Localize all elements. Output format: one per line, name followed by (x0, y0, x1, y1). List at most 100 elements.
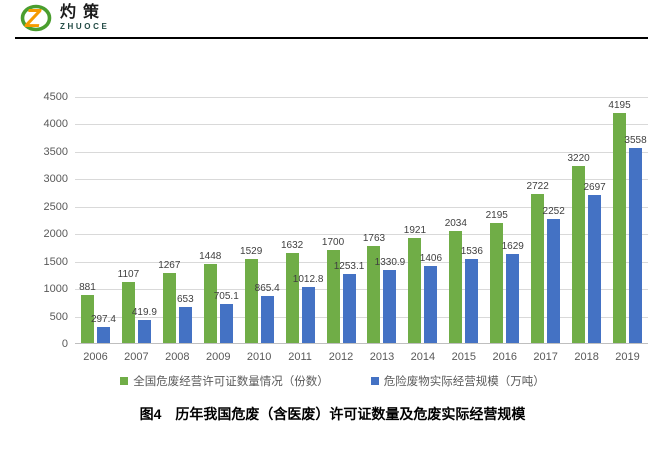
bar-scale-2013 (383, 269, 397, 343)
bar-value-label-permits-2009: 1448 (199, 250, 222, 262)
y-axis-label-500: 500 (49, 310, 68, 323)
bar-value-label-scale-2006: 297.4 (90, 313, 116, 325)
gridline-1500 (75, 261, 648, 263)
bar-value-label-scale-2015: 1536 (460, 245, 483, 257)
gridline-2500 (75, 206, 648, 208)
x-axis-label-2015: 2015 (451, 351, 477, 363)
bar-value-label-scale-2007: 419.9 (131, 306, 157, 318)
bar-value-label-permits-2018: 3220 (567, 153, 590, 165)
bar-chart-plot-area: 881 297.4 1107 419.9 1267 653 1448 705.1 1529 865… (75, 97, 648, 344)
x-axis: 2006 2007 2008 2009 2010 2011 2012 2013 2014 2015… (75, 351, 648, 365)
bar-value-label-scale-2013: 1330.9 (374, 256, 406, 268)
bar-permits-2008 (162, 273, 176, 343)
bar-value-label-scale-2008: 653 (176, 294, 194, 306)
x-axis-label-2010: 2010 (246, 351, 272, 363)
bar-value-label-permits-2011: 1632 (280, 240, 304, 252)
y-axis-label-3000: 3000 (43, 173, 68, 186)
bar-value-label-scale-2010: 865.4 (254, 282, 280, 294)
bar-value-label-permits-2019: 4195 (608, 99, 631, 111)
y-axis-label-0: 0 (61, 338, 68, 350)
y-axis-label-4000: 4000 (43, 118, 68, 131)
bar-value-label-scale-2019: 3558 (624, 134, 647, 146)
bar-permits-2010 (244, 259, 258, 343)
x-axis-label-2008: 2008 (165, 351, 190, 363)
bar-value-label-permits-2016: 2195 (485, 209, 508, 221)
bar-value-label-scale-2018: 2697 (583, 181, 606, 193)
x-axis-label-2014: 2014 (410, 351, 436, 363)
y-axis-label-4500: 4500 (43, 91, 68, 103)
bar-scale-2014 (424, 265, 438, 343)
zhuoce-logo-text: 灼策 ZHUOCE (60, 4, 109, 32)
bar-value-label-scale-2012: 1253.1 (333, 261, 365, 273)
svg-text:Z: Z (24, 3, 42, 33)
y-axis-label-1500: 1500 (43, 255, 68, 268)
x-axis-label-2018: 2018 (574, 351, 599, 363)
x-axis-label-2012: 2012 (328, 351, 354, 363)
gridline-500 (75, 316, 648, 318)
bar-permits-2009 (203, 263, 217, 343)
bar-permits-2019 (613, 112, 627, 343)
bar-permits-2017 (531, 193, 545, 343)
gridline-3500 (75, 151, 648, 153)
y-axis-label-3500: 3500 (43, 145, 68, 158)
bar-value-label-permits-2007: 1107 (117, 269, 140, 281)
bar-value-label-permits-2008: 1267 (158, 260, 181, 272)
bar-value-label-permits-2010: 1529 (240, 246, 263, 258)
bar-value-label-permits-2017: 2722 (526, 180, 549, 192)
x-axis-label-2019: 2019 (615, 351, 640, 363)
bar-scale-2016 (506, 253, 520, 343)
y-axis-label-2000: 2000 (43, 228, 68, 241)
legend-label-permits: 全国危废经营许可证数量情况（份数） (133, 376, 329, 388)
bar-value-label-scale-2016: 1629 (501, 240, 524, 252)
bar-scale-2008 (178, 307, 192, 343)
gridline-4000 (75, 124, 648, 126)
x-axis-label-2006: 2006 (83, 351, 108, 363)
bar-value-label-permits-2006: 881 (79, 281, 96, 293)
x-axis-label-2017: 2017 (533, 351, 558, 363)
bar-permits-2014 (408, 237, 422, 343)
bar-permits-2011 (285, 253, 299, 343)
bar-scale-2012 (342, 274, 356, 343)
x-axis-label-2011: 2011 (288, 351, 312, 363)
bar-scale-2015 (465, 258, 479, 343)
legend-swatch-blue (370, 377, 379, 385)
x-axis-label-2013: 2013 (369, 351, 395, 363)
legend-swatch-green (120, 377, 129, 385)
bar-scale-2010 (260, 295, 274, 343)
bar-scale-2011 (301, 287, 315, 343)
bar-value-label-permits-2014: 1921 (403, 224, 427, 236)
logo-company-name: 灼策 (60, 4, 107, 21)
legend-item-scale: 危险废物实际经营规模（万吨） (370, 373, 545, 389)
bar-scale-2009 (219, 304, 233, 343)
logo-company-subtitle: ZHUOCE (60, 22, 110, 31)
bar-permits-2012 (326, 249, 340, 343)
x-axis-label-2007: 2007 (124, 351, 149, 363)
bar-value-label-scale-2017: 2252 (542, 206, 565, 218)
y-axis-label-2500: 2500 (43, 200, 68, 213)
y-axis: 0 500 1000 1500 2000 2500 3000 3500 4000 4500 (28, 92, 68, 350)
bar-scale-2019 (629, 147, 643, 343)
bar-value-label-scale-2011: 1012.8 (292, 274, 324, 286)
legend-item-permits: 全国危废经营许可证数量情况（份数） (120, 373, 329, 389)
legend-label-scale: 危险废物实际经营规模（万吨） (383, 376, 545, 388)
bar-value-label-permits-2015: 2034 (444, 218, 467, 230)
y-axis-label-1000: 1000 (43, 283, 68, 296)
header-divider (15, 37, 648, 39)
zhuoce-logo-icon: Z (20, 3, 52, 33)
bar-permits-2015 (449, 231, 463, 343)
bar-permits-2006 (80, 294, 94, 343)
bar-value-label-permits-2013: 1763 (362, 233, 386, 245)
gridline-3000 (75, 179, 648, 181)
zhuoce-logo: Z 灼策 ZHUOCE (20, 2, 109, 34)
figure-caption: 图4 历年我国危废（含医废）许可证数量及危废实际经营规模 (139, 406, 526, 422)
gridline-1000 (75, 289, 648, 291)
gridline-4500 (75, 97, 648, 98)
bar-scale-2007 (137, 319, 151, 343)
bar-permits-2013 (367, 246, 381, 343)
bar-permits-2007 (121, 282, 135, 343)
bar-permits-2016 (490, 222, 504, 343)
bar-scale-2018 (588, 194, 602, 343)
bar-value-label-scale-2009: 705.1 (213, 291, 239, 303)
gridline-2000 (75, 234, 648, 236)
